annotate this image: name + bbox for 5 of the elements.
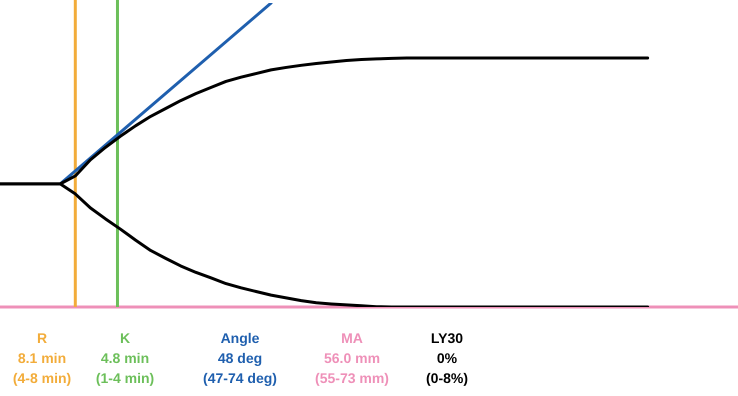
text: MA 56.0 mm (55-73 mm) xyxy=(315,330,389,386)
text: Angle 48 deg (47-74 deg) xyxy=(203,330,277,386)
text: R 8.1 min (4-8 min) xyxy=(12,330,72,386)
text: K 4.8 min (1-4 min) xyxy=(96,330,154,386)
text: LY30 0% (0-8%) xyxy=(426,330,468,386)
